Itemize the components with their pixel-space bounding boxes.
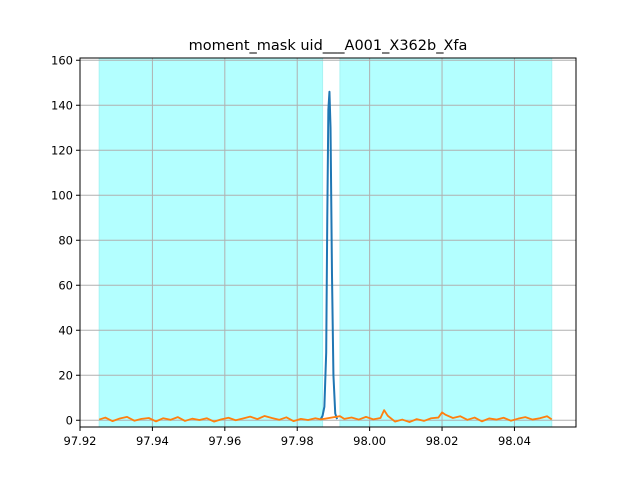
shaded-region-1	[339, 57, 553, 428]
shaded-region-0	[98, 57, 324, 428]
y-tick-label-8: 160	[51, 53, 73, 67]
x-tick-label-2: 97.96	[208, 434, 241, 448]
axes-frame	[79, 57, 577, 428]
y-tick-label-2: 40	[58, 323, 73, 337]
y-tick-label-3: 60	[58, 278, 73, 292]
x-tick-label-1: 97.94	[136, 434, 169, 448]
y-tick-label-1: 20	[58, 368, 73, 382]
series-line-1	[98, 409, 553, 423]
y-tick-label-6: 120	[51, 143, 73, 157]
x-tick-label-3: 97.98	[281, 434, 314, 448]
y-tick-label-0: 0	[66, 413, 73, 427]
x-tick-label-4: 98.00	[353, 434, 386, 448]
y-tick-label-7: 140	[51, 98, 73, 112]
y-tick-label-5: 100	[51, 188, 73, 202]
series-line-0	[319, 90, 339, 420]
x-tick-label-6: 98.04	[498, 434, 531, 448]
chart-title: moment_mask uid___A001_X362b_Xfa	[189, 38, 468, 54]
y-tick-label-4: 80	[58, 233, 73, 247]
x-tick-label-0: 97.92	[64, 434, 97, 448]
x-tick-label-5: 98.02	[426, 434, 459, 448]
plot-area: 97.92 97.94 97.96 97.98 98.00 98.02 98.04 0 20 40…	[51, 53, 577, 448]
